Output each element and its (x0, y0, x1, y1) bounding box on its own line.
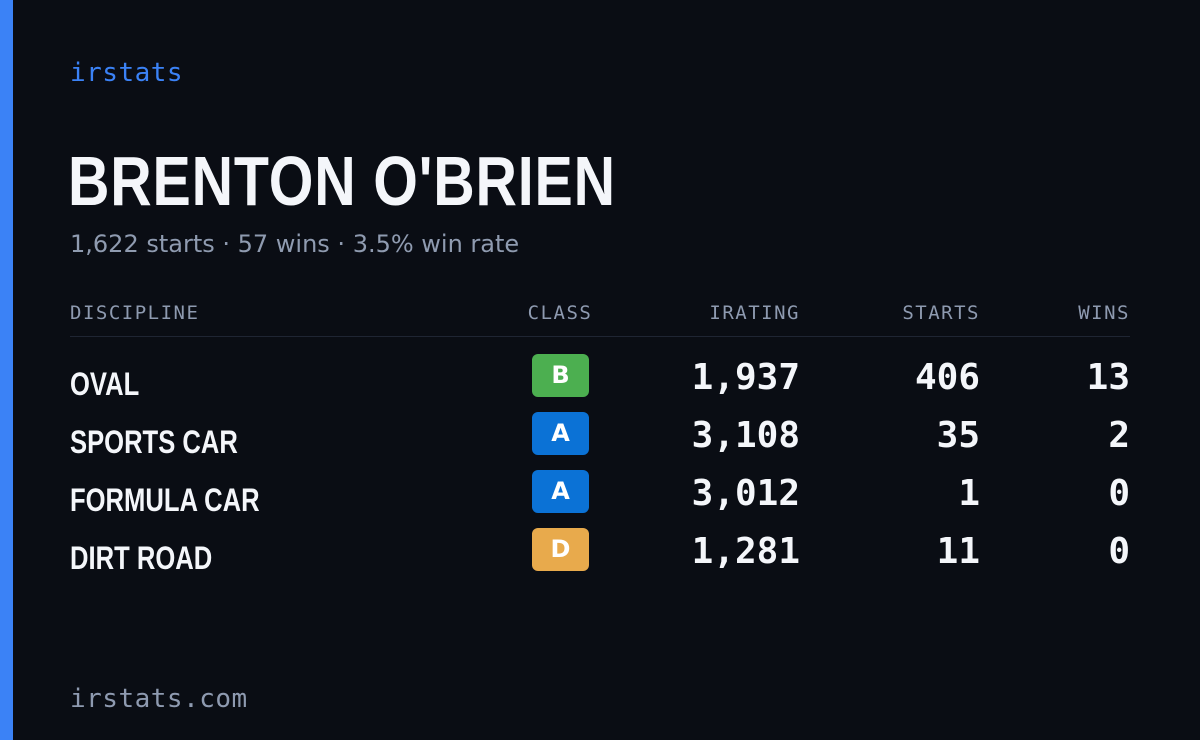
class-badge: A (532, 412, 589, 455)
starts-value: 406 (914, 357, 980, 398)
table-row: FORMULA CAR A 3,012 1 0 (0, 468, 1200, 526)
class-badge: A (532, 470, 589, 513)
class-badge: D (532, 528, 589, 571)
discipline-name: SPORTS CAR (70, 424, 238, 460)
class-badge: B (532, 354, 589, 397)
driver-name: BRENTON O'BRIEN (68, 142, 616, 220)
starts-value: 35 (936, 415, 980, 456)
starts-value: 1 (958, 473, 980, 514)
driver-summary: 1,622 starts · 57 wins · 3.5% win rate (70, 230, 520, 258)
discipline-name: FORMULA CAR (70, 482, 260, 518)
column-header-starts: STARTS (902, 302, 980, 324)
irating-value: 3,108 (691, 415, 800, 456)
table-row: SPORTS CAR A 3,108 35 2 (0, 410, 1200, 468)
table-row: DIRT ROAD D 1,281 11 0 (0, 526, 1200, 584)
irating-value: 3,012 (691, 473, 800, 514)
wins-value: 13 (1086, 357, 1130, 398)
accent-bar (0, 0, 13, 740)
column-header-irating: IRATING (709, 302, 800, 324)
discipline-name: DIRT ROAD (70, 540, 213, 576)
footer-url: irstats.com (70, 684, 248, 714)
wins-value: 0 (1108, 473, 1130, 514)
discipline-name: OVAL (70, 366, 140, 402)
table-row: OVAL B 1,937 406 13 (0, 352, 1200, 410)
irating-value: 1,281 (691, 531, 800, 572)
wins-value: 2 (1108, 415, 1130, 456)
brand-logo: irstats (70, 58, 184, 88)
column-header-wins: WINS (1078, 302, 1130, 324)
column-header-discipline: DISCIPLINE (70, 302, 200, 324)
starts-value: 11 (936, 531, 980, 572)
wins-value: 0 (1108, 531, 1130, 572)
header-divider (70, 336, 1130, 337)
irating-value: 1,937 (691, 357, 800, 398)
column-header-class: CLASS (527, 302, 593, 324)
